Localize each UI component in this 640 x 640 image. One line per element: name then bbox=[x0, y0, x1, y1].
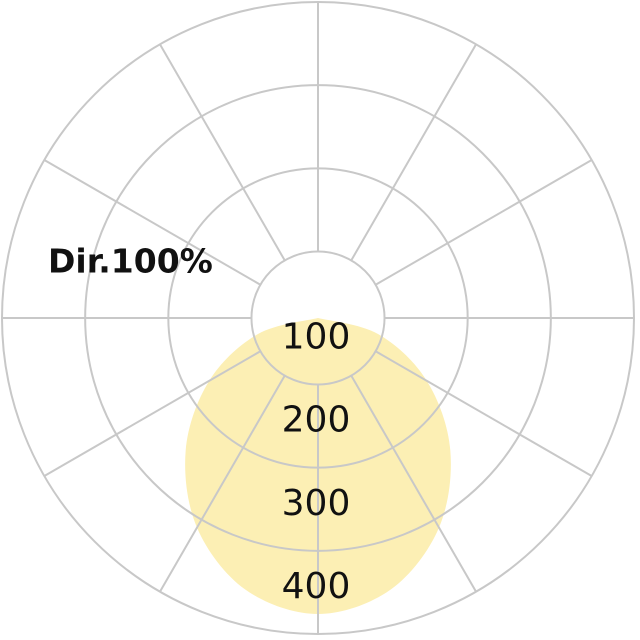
chart-title: Dir.100% bbox=[48, 242, 213, 281]
grid-spoke bbox=[43, 159, 261, 286]
r-tick-label: 100 bbox=[282, 317, 351, 358]
grid-spoke bbox=[375, 159, 593, 286]
grid-spoke bbox=[159, 375, 286, 593]
grid-spoke bbox=[159, 43, 286, 261]
grid-spoke bbox=[350, 375, 477, 593]
r-tick-label: 400 bbox=[282, 566, 351, 607]
label-layer: 100 200 300 400 bbox=[282, 317, 351, 607]
grid-spoke bbox=[43, 350, 261, 477]
grid-spoke bbox=[350, 43, 477, 261]
grid-spoke bbox=[375, 350, 593, 477]
r-tick-label: 200 bbox=[282, 400, 351, 441]
r-tick-label: 300 bbox=[282, 483, 351, 524]
